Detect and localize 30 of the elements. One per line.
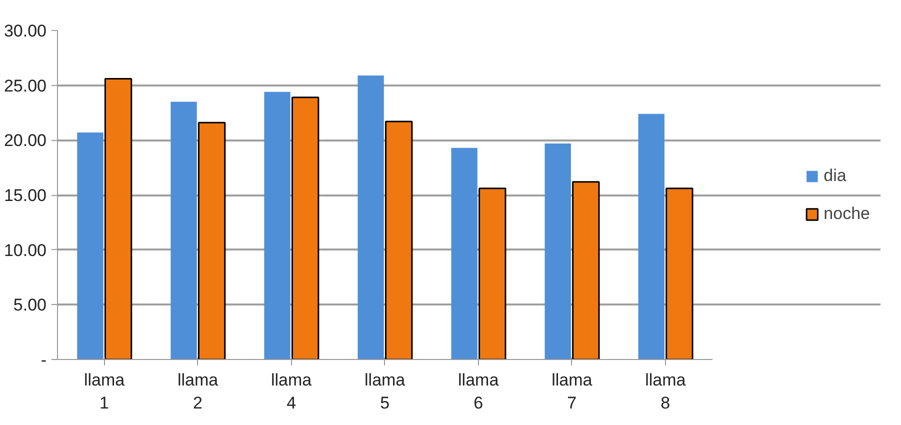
bar <box>104 78 132 360</box>
x-tick-label: llama 7 <box>552 370 593 412</box>
bar <box>198 122 226 360</box>
x-tick-label: llama 2 <box>177 370 219 412</box>
x-tick-label: llama 4 <box>270 370 312 412</box>
bar <box>170 102 197 360</box>
x-tick-label: llama 6 <box>458 370 500 412</box>
bar <box>291 96 320 360</box>
x-tick-label: llama 1 <box>84 370 126 412</box>
y-tick-label: 5.00 <box>13 296 47 315</box>
legend-label: noche <box>824 204 870 224</box>
x-tick-label: llama 5 <box>364 370 406 412</box>
bar <box>544 143 571 360</box>
bar <box>451 148 478 360</box>
y-tick-label: 10.00 <box>4 240 47 260</box>
y-tick-label: 30.00 <box>4 22 47 40</box>
x-tick-label: llama 8 <box>645 370 686 412</box>
y-tick-label: 20.00 <box>4 131 47 150</box>
bar <box>385 120 413 360</box>
legend-label: dia <box>824 166 846 186</box>
bar <box>264 92 290 360</box>
bar <box>572 181 600 360</box>
bar <box>666 188 694 360</box>
y-tick-label: 25.00 <box>4 76 47 96</box>
bar <box>77 132 104 360</box>
bar <box>358 75 384 360</box>
y-tick-label: 15.00 <box>4 186 47 205</box>
bar <box>478 188 506 360</box>
y-tick-label: - <box>40 350 47 370</box>
bar <box>638 114 664 360</box>
